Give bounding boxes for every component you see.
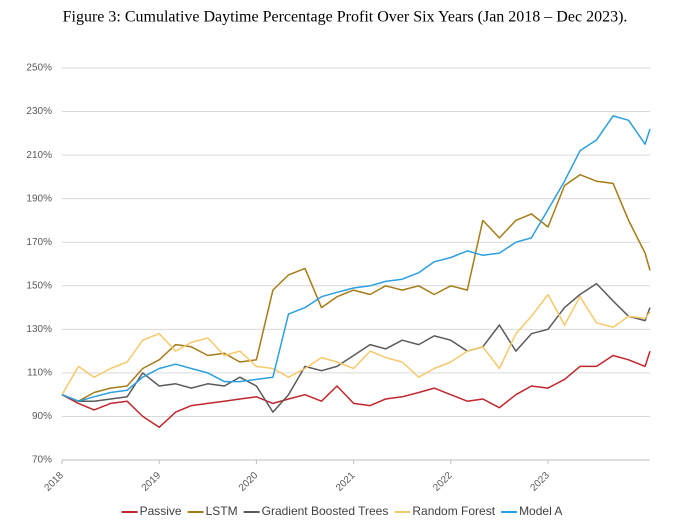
legend-label: Random Forest [412,504,495,518]
series-line [61,173,651,402]
y-tick-label: 90% [32,411,52,422]
x-tick-label: 2020 [237,470,261,494]
series-line [61,115,651,402]
x-tick-label: 2021 [334,470,358,494]
legend-label: Passive [140,504,182,518]
chart-title: Figure 3: Cumulative Daytime Percentage … [63,9,628,26]
legend-label: LSTM [206,504,238,518]
series-line [61,293,651,396]
legend-label: Gradient Boosted Trees [262,504,389,518]
legend: Passive LSTM Gradient Boosted Trees Random … [121,504,562,518]
y-tick-label: 230% [26,106,52,117]
x-tick-label: 2023 [528,470,552,494]
x-tick-label: 2022 [431,470,455,494]
legend-label: Model A [519,504,562,518]
y-tick-label: 250% [26,63,52,74]
y-tick-label: 130% [26,324,52,335]
y-tick-label: 150% [26,280,52,291]
series-line [61,350,651,429]
y-tick-label: 210% [26,150,52,161]
x-tick-label: 2019 [140,470,164,494]
y-tick-label: 170% [26,237,52,248]
x-tick-label: 2018 [42,470,66,494]
y-tick-label: 190% [26,193,52,204]
y-tick-label: 70% [32,455,52,466]
y-tick-label: 110% [27,368,52,379]
series-line [61,282,651,413]
